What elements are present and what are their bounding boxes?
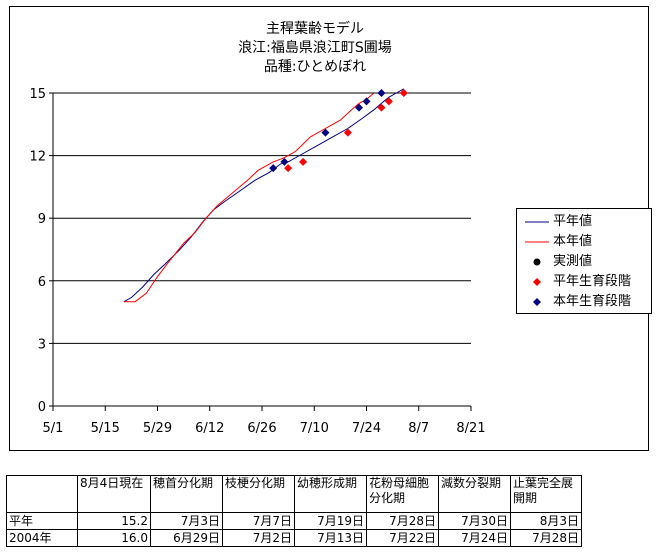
x-tick-label: 5/15	[91, 421, 120, 436]
table-cell: 7月30日	[438, 512, 511, 530]
table-cell: 6月29日	[150, 529, 223, 547]
table-cell: 7月28日	[510, 529, 582, 547]
legend-label: 平年値	[553, 214, 593, 229]
table-header-cell: 止葉完全展開期	[510, 475, 582, 513]
chart-title: 主稈葉齢モデル	[266, 21, 364, 37]
table-header-cell: 幼穂形成期	[294, 475, 367, 513]
legend-item: 平年生育段階	[523, 272, 651, 292]
table-cell: 7月2日	[222, 529, 295, 547]
x-tick-label: 7/10	[300, 421, 329, 436]
table-cell: 15.2	[77, 512, 151, 530]
x-tick-label: 5/1	[43, 421, 64, 436]
x-tick-label: 8/21	[456, 421, 485, 436]
legend-swatch	[525, 241, 549, 243]
y-tick-label: 3	[38, 337, 46, 352]
table-header-cell: 8月4日現在	[77, 475, 151, 513]
legend-label: 実測値	[553, 254, 593, 269]
legend-swatch	[533, 298, 541, 306]
table-row: 2004年 16.0 6月29日 7月2日 7月13日 7月22日 7月24日 …	[6, 529, 582, 547]
stage-marker	[280, 157, 289, 166]
table-cell: 7月22日	[366, 529, 439, 547]
stage-marker	[377, 89, 386, 97]
chart-subtitle-location: 浪江:福島県浪江町S圃場	[238, 40, 392, 56]
table-cell: 7月28日	[366, 512, 439, 530]
x-tick-label: 7/24	[352, 421, 381, 436]
table-cell: 7月13日	[294, 529, 367, 547]
y-tick-label: 0	[38, 400, 46, 415]
y-tick-label: 12	[29, 150, 46, 165]
x-tick-label: 6/26	[247, 421, 276, 436]
table-header-cell: 花粉母細胞分化期	[366, 475, 439, 513]
legend-label: 本年値	[553, 234, 593, 249]
table-cell: 7月3日	[150, 512, 223, 530]
table-row: 平年 15.2 7月3日 7月7日 7月19日 7月28日 7月30日 8月3日	[6, 512, 582, 530]
stage-marker	[399, 89, 408, 97]
legend-label: 本年生育段階	[553, 294, 632, 309]
series-line	[123, 88, 405, 303]
table-cell: 8月3日	[510, 512, 582, 530]
table-row-label: 平年	[6, 512, 78, 530]
legend-swatch	[533, 258, 541, 266]
stage-marker	[355, 103, 364, 112]
y-tick-label: 15	[29, 87, 46, 102]
legend-swatch	[533, 278, 541, 286]
table-header-cell	[6, 475, 78, 513]
x-tick-label: 8/7	[408, 421, 429, 436]
legend-item: 平年値	[523, 212, 651, 232]
table-header-row: 8月4日現在 穂首分化期 枝梗分化期 幼穂形成期 花粉母細胞分化期 減数分裂期 …	[6, 475, 582, 513]
table-row-label: 2004年	[6, 529, 78, 547]
table-header-cell: 穂首分化期	[150, 475, 223, 513]
legend-label: 平年生育段階	[553, 274, 632, 289]
chart-plot: 0 3 6 9 12 15 5/1 5/15 5/29 6/12 6/26 7/10 7/24 8/7 8/…	[29, 87, 485, 436]
legend-swatch	[525, 221, 549, 223]
stage-marker	[284, 164, 293, 173]
table-header-cell: 枝梗分化期	[222, 475, 295, 513]
x-tick-label: 5/29	[143, 421, 172, 436]
stage-marker	[343, 128, 352, 137]
x-tick-label: 6/12	[195, 421, 224, 436]
table-cell: 7月24日	[438, 529, 511, 547]
stage-marker	[384, 97, 393, 106]
y-tick-label: 9	[38, 212, 46, 227]
table-cell: 16.0	[77, 529, 151, 547]
growth-stage-table: 8月4日現在 穂首分化期 枝梗分化期 幼穂形成期 花粉母細胞分化期 減数分裂期 …	[6, 475, 582, 547]
stage-marker	[321, 128, 330, 137]
stage-marker	[299, 157, 308, 166]
table-cell: 7月19日	[294, 512, 367, 530]
chart-frame: 主稈葉齢モデル 浪江:福島県浪江町S圃場 品種:ひとめぼれ 0 3 6 9 12 15 5/…	[9, 6, 652, 451]
series-line	[123, 92, 375, 303]
chart-legend: 平年値本年値実測値平年生育段階 本年生育段階	[516, 208, 652, 314]
chart-subtitle-variety: 品種:ひとめぼれ	[263, 59, 367, 75]
table-header-cell: 減数分裂期	[438, 475, 511, 513]
y-tick-label: 6	[38, 275, 46, 290]
stage-marker	[377, 103, 386, 112]
legend-item: 本年値	[523, 232, 651, 252]
stage-marker	[362, 97, 371, 106]
legend-item: 本年生育段階	[523, 292, 651, 312]
stage-marker	[269, 164, 278, 173]
table-cell: 7月7日	[222, 512, 295, 530]
legend-item: 実測値	[523, 252, 651, 272]
